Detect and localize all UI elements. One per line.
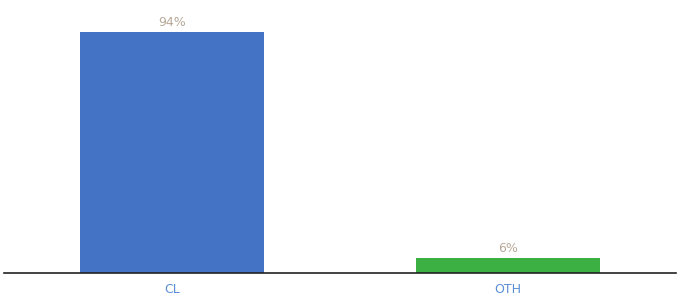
- Bar: [80, 32, 265, 273]
- Text: 6%: 6%: [498, 242, 518, 255]
- Bar: [415, 258, 600, 273]
- Text: 94%: 94%: [158, 16, 186, 29]
